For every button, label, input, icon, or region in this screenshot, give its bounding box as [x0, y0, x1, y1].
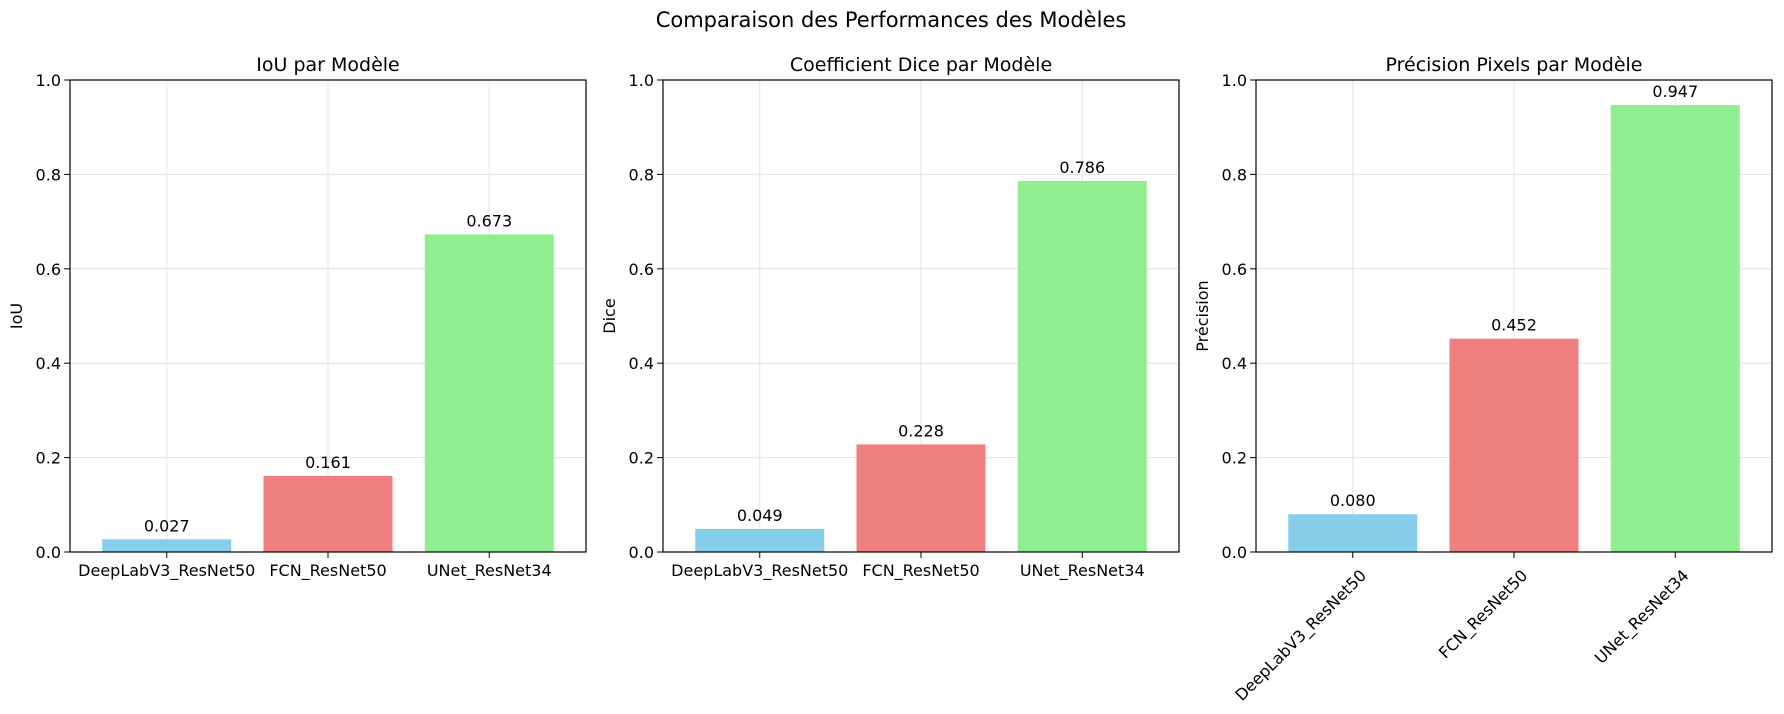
bar-2 [856, 444, 986, 552]
x-tick-label: UNet_ResNet34 [427, 561, 552, 581]
y-tick-label: 0.4 [629, 354, 654, 373]
y-tick-label: 1.0 [36, 71, 61, 90]
bar-value-label: 0.673 [466, 211, 512, 230]
chart-title: IoU par Modèle [256, 54, 399, 76]
chart-title: Précision Pixels par Modèle [1386, 54, 1643, 76]
bar-1 [102, 539, 232, 552]
y-tick-label: 0.0 [1222, 543, 1247, 562]
y-tick-label: 0.8 [36, 165, 61, 184]
y-tick-label: 0.0 [36, 543, 61, 562]
bar-value-label: 0.049 [737, 506, 783, 525]
y-tick-label: 0.6 [36, 260, 61, 279]
bar-value-label: 0.452 [1491, 316, 1537, 335]
bar-2 [263, 476, 393, 552]
chart-panel-2: Coefficient Dice par Modèle 0.0 0.2 0.4 0.6 0… [600, 54, 1180, 581]
x-tick-label: DeepLabV3_ResNet50 [1231, 566, 1370, 705]
x-tick-label: UNet_ResNet34 [1020, 561, 1145, 581]
bar-3 [424, 234, 554, 552]
x-tick-label: FCN_ResNet50 [862, 561, 979, 581]
y-axis-label: Précision [1193, 280, 1212, 351]
chart-panel-1: IoU par Modèle 0.0 0.2 0.4 0.6 0.8 1.0 0.027 0.1… [7, 54, 587, 581]
y-tick-label: 0.2 [629, 449, 654, 468]
chart-title: Coefficient Dice par Modèle [790, 54, 1052, 76]
y-tick-label: 0.4 [1222, 354, 1247, 373]
bar-value-label: 0.228 [898, 421, 944, 440]
x-tick-label: DeepLabV3_ResNet50 [671, 561, 848, 581]
y-tick-label: 0.8 [1222, 165, 1247, 184]
y-axis-label: Dice [600, 298, 619, 333]
bar-value-label: 0.080 [1330, 491, 1376, 510]
y-tick-label: 0.4 [36, 354, 61, 373]
bar-2 [1449, 338, 1579, 552]
y-axis-label: IoU [7, 303, 26, 329]
y-tick-label: 1.0 [1222, 71, 1247, 90]
bar-1 [1288, 514, 1418, 552]
bar-value-label: 0.947 [1652, 82, 1698, 101]
y-tick-label: 0.8 [629, 165, 654, 184]
bar-value-label: 0.786 [1059, 158, 1105, 177]
x-tick-label: UNet_ResNet34 [1591, 566, 1693, 668]
x-tick-label: FCN_ResNet50 [1435, 566, 1532, 663]
y-tick-label: 0.6 [629, 260, 654, 279]
y-tick-label: 1.0 [629, 71, 654, 90]
x-tick-label: FCN_ResNet50 [269, 561, 386, 581]
figure-suptitle: Comparaison des Performances des Modèles [656, 8, 1127, 32]
chart-panel-3: Précision Pixels par Modèle 0.0 0.2 0.4 0.6 0… [1193, 54, 1773, 705]
bar-value-label: 0.161 [305, 453, 351, 472]
bar-3 [1017, 181, 1147, 552]
bar-3 [1610, 105, 1740, 553]
x-tick-label: DeepLabV3_ResNet50 [78, 561, 255, 581]
y-tick-label: 0.2 [36, 449, 61, 468]
y-tick-label: 0.6 [1222, 260, 1247, 279]
y-tick-label: 0.0 [629, 543, 654, 562]
bar-1 [695, 528, 825, 552]
y-tick-label: 0.2 [1222, 449, 1247, 468]
bar-value-label: 0.027 [144, 516, 190, 535]
